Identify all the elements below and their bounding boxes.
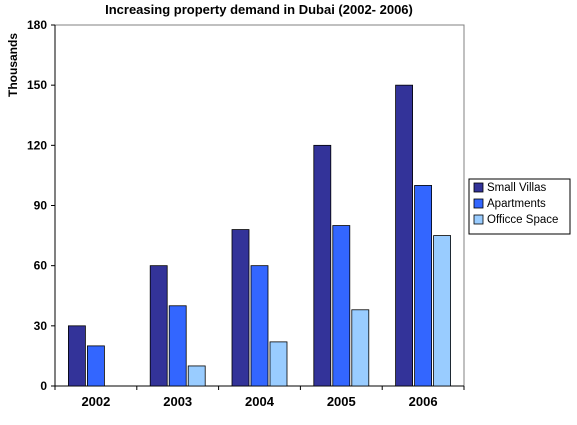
legend-label: Officce Space (487, 214, 558, 226)
y-tick-label: 0 (40, 379, 47, 393)
legend-swatch (473, 198, 484, 209)
legend: Small Villas Apartments Officce Space (468, 178, 571, 235)
bar-officce-space-2005 (351, 309, 370, 387)
bar-small-villas-2004 (231, 229, 250, 387)
y-tick-label: 90 (34, 199, 48, 213)
y-tick-label: 30 (34, 319, 48, 333)
legend-swatch (473, 182, 484, 193)
x-tick-label: 2005 (327, 394, 356, 409)
bar-apartments-2002 (87, 345, 105, 387)
y-axis: 0 30 60 90 120 150 180 (27, 18, 56, 393)
chart-title: Increasing property demand in Dubai (200… (105, 2, 413, 17)
y-tick-label: 120 (27, 138, 47, 152)
bar-officce-space-2006 (433, 235, 452, 387)
bar-officce-space-2004 (269, 341, 288, 387)
bar-small-villas-2005 (313, 144, 332, 387)
bar-apartments-2004 (250, 265, 269, 387)
x-axis: 2002 2003 2004 2005 2006 (54, 385, 465, 409)
x-tick-label: 2002 (81, 394, 110, 409)
y-tick-label: 60 (34, 259, 48, 273)
y-tick-label: 180 (27, 18, 47, 32)
x-tick-label: 2004 (245, 394, 275, 409)
x-tick-label: 2006 (409, 394, 438, 409)
bar-apartments-2006 (414, 185, 433, 387)
bars (68, 84, 452, 387)
legend-swatch (473, 214, 484, 225)
bar-officce-space-2003 (187, 365, 206, 387)
bar-small-villas-2002 (68, 325, 86, 387)
bar-apartments-2005 (332, 225, 351, 387)
y-tick-label: 150 (27, 78, 47, 92)
legend-box (468, 178, 571, 235)
legend-label: Small Villas (487, 182, 546, 194)
bar-small-villas-2006 (395, 84, 414, 387)
x-tick-label: 2003 (163, 394, 192, 409)
bar-apartments-2003 (168, 305, 187, 387)
y-axis-label: Thousands (6, 33, 20, 97)
bar-small-villas-2003 (149, 265, 168, 387)
legend-label: Apartments (487, 198, 546, 210)
